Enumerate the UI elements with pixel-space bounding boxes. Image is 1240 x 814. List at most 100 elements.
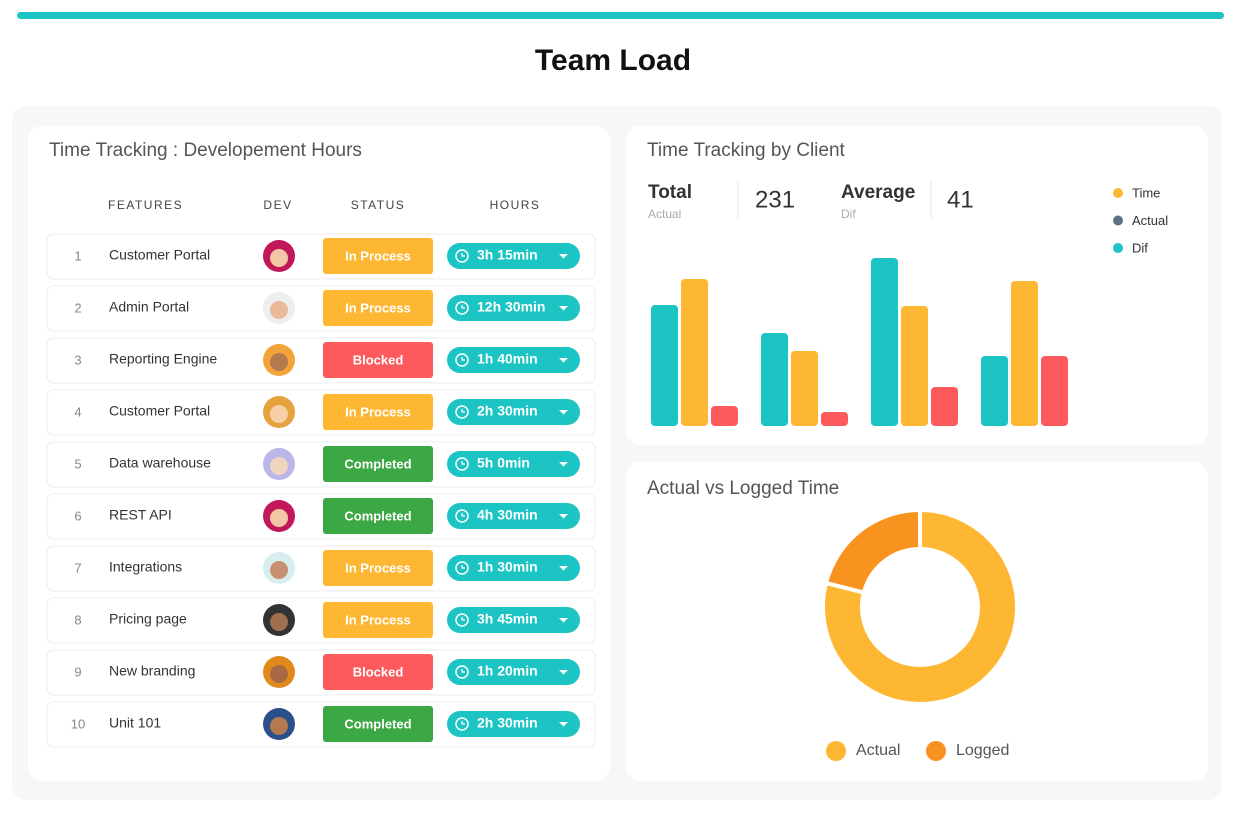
feature: New branding: [109, 663, 195, 679]
avatar-face: [270, 717, 288, 735]
status-pill: [323, 550, 433, 586]
caret: [559, 358, 568, 363]
stat-value: 41: [947, 186, 974, 213]
clock-hand: [461, 669, 465, 673]
status: Blocked: [353, 352, 404, 367]
column-header: HOURS: [490, 198, 541, 212]
avatar-face: [270, 249, 288, 267]
bar: [711, 406, 738, 426]
hours-pill[interactable]: [447, 347, 580, 373]
hours: 12h 30min: [477, 299, 545, 315]
caret: [559, 254, 568, 259]
column-header: FEATURES: [108, 198, 183, 212]
hours-pill[interactable]: [447, 243, 580, 269]
hours: 2h 30min: [477, 715, 538, 731]
hours-pill[interactable]: [447, 399, 580, 425]
row-index: 8: [74, 612, 81, 627]
status: Completed: [344, 456, 411, 471]
feature: Admin Portal: [109, 299, 189, 315]
status: Completed: [344, 508, 411, 523]
clock-icon: [455, 353, 469, 367]
page-title: Team Load: [535, 44, 691, 77]
stat-label: Average: [841, 182, 915, 203]
caret: [559, 566, 568, 571]
avatar-face: [270, 665, 288, 683]
row-index: 2: [74, 300, 81, 315]
stat-sublabel: Actual: [648, 207, 681, 221]
bar: [761, 333, 788, 426]
legend-label: Actual: [1132, 213, 1168, 228]
status: In Process: [345, 612, 411, 627]
status-pill: [323, 446, 433, 482]
feature: Pricing page: [109, 611, 187, 627]
legend-dot: [826, 741, 846, 761]
bar: [791, 351, 818, 426]
caret: [559, 618, 568, 623]
status: In Process: [345, 248, 411, 263]
hours-pill[interactable]: [447, 711, 580, 737]
status: In Process: [345, 404, 411, 419]
clock-hand: [461, 461, 465, 465]
bar: [821, 412, 848, 426]
avatar-face: [270, 561, 288, 579]
donut-slice: [821, 507, 1019, 706]
clock-icon: [455, 665, 469, 679]
status-pill: [323, 654, 433, 690]
clock-icon: [455, 561, 469, 575]
legend-dot: [1113, 243, 1123, 253]
hours: 3h 45min: [477, 611, 538, 627]
avatar-face: [270, 509, 288, 527]
row-index: 5: [74, 456, 81, 471]
status-pill: [323, 498, 433, 534]
clock-hand: [461, 357, 465, 361]
clock-hand: [461, 513, 465, 517]
status-pill: [323, 602, 433, 638]
status-pill: [323, 290, 433, 326]
status: Completed: [344, 716, 411, 731]
hours-pill[interactable]: [447, 295, 580, 321]
caret: [559, 462, 568, 467]
hours-pill[interactable]: [447, 607, 580, 633]
row-index: 6: [74, 508, 81, 523]
hours-pill[interactable]: [447, 555, 580, 581]
legend-dot: [1113, 215, 1123, 226]
hours: 1h 40min: [477, 351, 538, 367]
caret: [559, 722, 568, 727]
feature: Customer Portal: [109, 403, 210, 419]
legend-label: Time: [1132, 185, 1160, 200]
legend-dot: [926, 741, 946, 761]
avatar-face: [270, 405, 288, 423]
hours: 1h 20min: [477, 663, 538, 679]
row-index: 9: [74, 664, 81, 679]
status: In Process: [345, 560, 411, 575]
row-index: 1: [74, 248, 81, 263]
clock-icon: [455, 717, 469, 731]
feature: Customer Portal: [109, 247, 210, 263]
hours: 5h 0min: [477, 455, 530, 471]
clock-icon: [455, 509, 469, 523]
hours-pill[interactable]: [447, 503, 580, 529]
legend-label: Actual: [856, 742, 900, 759]
caret: [559, 514, 568, 519]
avatar-face: [270, 613, 288, 631]
row-index: 3: [74, 352, 81, 367]
hours-pill[interactable]: [447, 659, 580, 685]
status-pill: [323, 394, 433, 430]
legend-label: Logged: [956, 742, 1009, 759]
bar: [1041, 356, 1068, 426]
card-title: Actual vs Logged Time: [647, 478, 839, 499]
hours: 4h 30min: [477, 507, 538, 523]
clock-icon: [455, 457, 469, 471]
hours-pill[interactable]: [447, 451, 580, 477]
card: [626, 462, 1208, 781]
column-header: STATUS: [351, 198, 406, 212]
status-pill: [323, 342, 433, 378]
top-bar: [17, 12, 1224, 19]
hours: 3h 15min: [477, 247, 538, 263]
bar: [651, 305, 678, 426]
stat-sublabel: Dif: [841, 207, 856, 221]
avatar-face: [270, 301, 288, 319]
stat-value: 231: [755, 186, 795, 213]
caret: [559, 410, 568, 415]
